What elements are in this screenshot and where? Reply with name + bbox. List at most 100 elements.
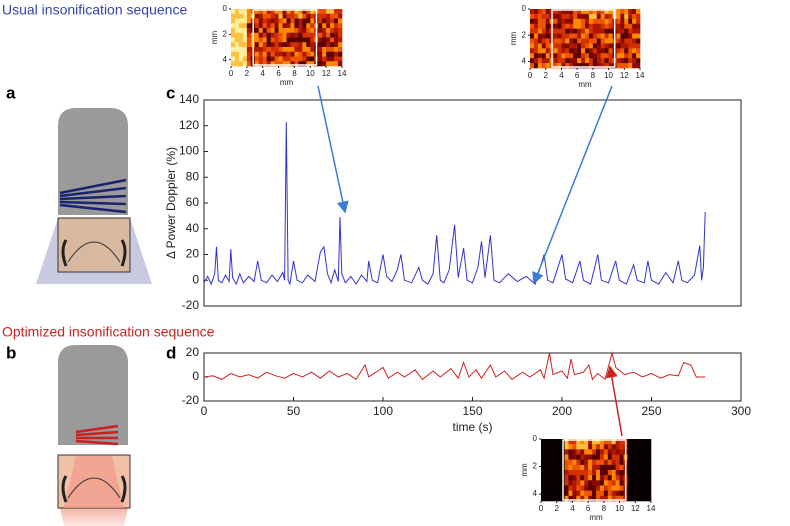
heatmap-cell [530,23,535,29]
heatmap-cell [302,18,307,24]
heatmap-cell [231,56,236,62]
heatmap-cell [552,439,558,445]
heatmap-cell [533,38,539,44]
heatmap-cell [584,470,589,476]
heatmap-cell [592,449,597,455]
heatmap-cell [592,444,597,450]
heatmap-cell [599,439,605,445]
heatmap-cell [635,464,640,471]
heatmap-cell [242,37,248,43]
heatmap-cell [290,32,295,38]
heatmap-cell [266,61,271,67]
heatmap-cell [580,449,585,455]
heatmap-cell [620,53,625,59]
heatmap-cell [627,464,632,471]
heatmap-cell [596,33,602,39]
heatmap-cell [234,47,240,53]
heatmap-cell [302,42,307,48]
heatmap-cell [282,9,287,15]
heatmap-cell [585,28,590,34]
heatmap-cell [643,495,648,502]
heatmap-cell [234,56,240,62]
heatmap-cell [561,53,566,59]
heatmap-cell [548,464,554,471]
heatmap-cell [631,449,636,455]
heatmap-cell [231,37,236,43]
heatmap-cell [620,33,625,39]
heatmap-cell [306,61,311,67]
y-tick-label: 0 [192,272,199,286]
heatmap-cell [286,47,291,53]
heatmap-cell [620,13,625,20]
heatmap-cell [322,23,327,29]
heatmap-cell [569,58,574,64]
heatmap-cell [258,32,264,38]
heatmap-cell [627,439,632,445]
heatmap-cell [616,23,621,29]
heatmap-cell [552,444,558,450]
heatmap-cell [318,23,323,29]
heatmap-cell [615,470,620,476]
heatmap-cell [608,48,613,54]
heatmap-cell [627,470,632,476]
heatmap-cell [600,48,605,54]
heatmap-cell [306,9,311,15]
heatmap-cell [635,459,640,466]
heatmap-cell [545,53,550,59]
heatmap-cell [615,490,620,497]
heatmap-cell [338,32,343,38]
heatmap-cell [545,63,550,69]
heatmap-cell [310,13,315,19]
heatmap-cell [234,28,240,34]
heatmap-cell [572,444,577,450]
heatmap-cell [596,18,602,25]
heatmap-cell [639,449,644,455]
heatmap-cell [541,33,547,39]
heatmap-cell [266,13,271,19]
heatmap-cell [643,464,648,471]
y-tick-label: 2 [522,30,527,39]
heatmap-cell [242,42,248,48]
heatmap-cell [258,18,264,24]
y-tick-label: 140 [179,92,199,106]
heatmap-cell [254,56,260,62]
heatmap-cell [588,439,593,445]
heatmap-cell [596,58,602,64]
heatmap-cell [616,38,621,44]
heatmap-cell [603,454,609,460]
heatmap-cell [639,439,644,445]
heatmap-cell [557,13,562,20]
heatmap-cell [238,23,244,29]
heatmap-cell [647,439,652,445]
heatmap-cell [274,28,279,34]
heatmap-cell [564,439,569,445]
x-tick-label: 12 [620,71,629,80]
heatmap-cell [619,464,624,471]
heatmap-cell [530,48,535,54]
heatmap-cell [588,58,594,64]
heatmap-cell [647,490,652,497]
heatmap-cell [616,9,621,15]
heatmap-cell [561,18,566,25]
heatmap-cell [607,444,613,450]
heatmap-cell [568,464,573,471]
heatmap-cell [600,43,605,49]
heatmap-cell [302,61,307,67]
heatmap-cell [611,444,616,450]
heatmap-cell [619,475,624,481]
heatmap-cell [619,439,624,445]
heatmap-cell [541,454,546,460]
heatmap-cell [635,449,640,455]
heatmap-cell [624,13,629,20]
heatmap-cell [290,13,295,19]
heatmap-cell [310,37,315,43]
heatmap-cell [274,9,279,15]
heatmap-cell [639,475,644,481]
heatmap-cell [592,58,598,64]
heatmap-cell [635,444,640,450]
arrow [605,365,623,437]
heatmap-cell [627,490,632,497]
heatmap-cell [274,51,279,57]
x-tick-label: 6 [586,504,591,513]
heatmap-cell [604,33,609,39]
